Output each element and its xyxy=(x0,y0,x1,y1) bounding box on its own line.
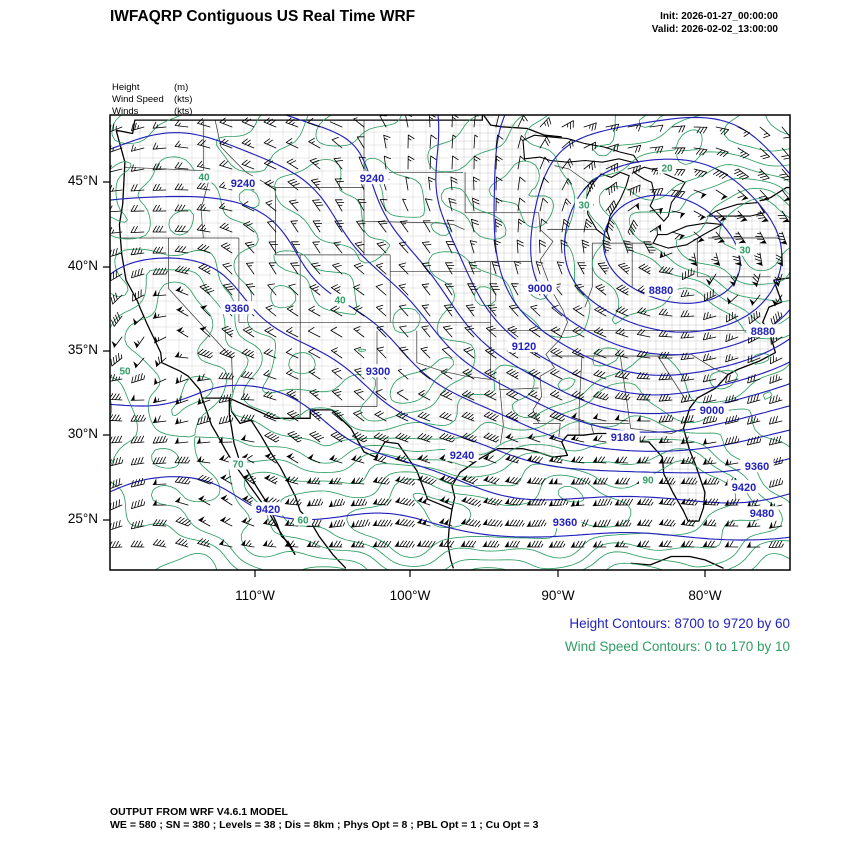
axis-ticks xyxy=(103,181,706,577)
map-layers: 20 40 30 50 40 60 90 70 30 9240 9240 9360 9000 8880 88… xyxy=(110,115,790,570)
contour-label: 8880 xyxy=(644,283,678,297)
svg-text:8880: 8880 xyxy=(649,285,673,297)
contour-label: 9000 xyxy=(695,403,729,417)
legend-row-windspeed: Wind Speed (kts) xyxy=(112,94,192,106)
svg-text:9300: 9300 xyxy=(366,366,390,378)
footer-config-line: WE = 580 ; SN = 380 ; Levels = 38 ; Dis … xyxy=(110,819,539,831)
svg-text:8880: 8880 xyxy=(751,326,775,338)
contour-label: 60 xyxy=(293,513,313,527)
svg-text:9000: 9000 xyxy=(528,283,552,295)
contour-label: 9180 xyxy=(606,430,640,444)
contour-label: 9000 xyxy=(523,281,557,295)
legend-row-height: Height (m) xyxy=(112,82,192,94)
contour-label: 30 xyxy=(574,198,594,212)
footer-block: OUTPUT FROM WRF V4.6.1 MODEL WE = 580 ; … xyxy=(110,806,538,832)
wind-speed-contours xyxy=(110,115,790,570)
svg-text:9240: 9240 xyxy=(450,450,474,462)
wind-contour-caption: Wind Speed Contours: 0 to 170 by 10 xyxy=(564,639,790,654)
contour-label: 9420 xyxy=(251,502,285,516)
map-frame xyxy=(109,114,791,571)
init-valid-block: Init: 2026-01-27_00:00:00 Valid: 2026-02… xyxy=(652,10,778,36)
svg-text:50: 50 xyxy=(119,367,131,378)
weather-map-svg: 20 40 30 50 40 60 90 70 30 9240 9240 9360 9000 8880 88… xyxy=(103,114,791,577)
county-texture xyxy=(116,115,790,522)
contour-label: 9360 xyxy=(548,515,582,529)
height-contour-caption: Height Contours: 8700 to 9720 by 60 xyxy=(569,616,790,631)
lon-tick-label: 110°W xyxy=(235,588,275,603)
svg-text:60: 60 xyxy=(297,516,309,527)
svg-text:90: 90 xyxy=(642,476,654,487)
contour-label: 8880 xyxy=(746,324,780,338)
contour-label: 40 xyxy=(194,170,214,184)
svg-text:9480: 9480 xyxy=(750,508,774,520)
lat-tick-label: 30°N xyxy=(67,426,98,441)
contour-label: 9480 xyxy=(745,506,779,520)
legend-windspeed-name: Wind Speed xyxy=(112,94,164,105)
svg-text:9240: 9240 xyxy=(360,173,384,185)
legend-height-name: Height xyxy=(112,82,140,93)
legend-block: Height (m) Wind Speed (kts) Winds (kts) xyxy=(112,82,192,118)
map-area: 20 40 30 50 40 60 90 70 30 9240 9240 9360 9000 8880 88… xyxy=(100,105,800,580)
svg-text:9240: 9240 xyxy=(231,178,255,190)
contour-label: 40 xyxy=(330,293,350,307)
height-contours xyxy=(110,115,790,541)
contour-label: 9300 xyxy=(361,364,395,378)
contour-label: 90 xyxy=(638,473,658,487)
svg-text:9360: 9360 xyxy=(225,303,249,315)
contour-label: 9240 xyxy=(445,448,479,462)
lon-tick-label: 90°W xyxy=(541,588,575,603)
contour-label: 20 xyxy=(657,161,677,175)
svg-text:9360: 9360 xyxy=(745,461,769,473)
svg-text:9360: 9360 xyxy=(553,517,577,529)
contour-label: 30 xyxy=(735,243,755,257)
contour-label: 9120 xyxy=(507,339,541,353)
lat-tick-label: 45°N xyxy=(67,173,98,188)
legend-winds-name: Winds xyxy=(112,106,139,117)
lon-tick-label: 100°W xyxy=(389,588,431,603)
contour-label: 9240 xyxy=(226,176,260,190)
lat-tick-label: 25°N xyxy=(67,511,98,526)
legend-height-unit: (m) xyxy=(174,82,189,93)
svg-text:40: 40 xyxy=(198,173,210,184)
lon-tick-label: 80°W xyxy=(688,588,722,603)
lat-tick-label: 35°N xyxy=(67,342,98,357)
init-time: Init: 2026-01-27_00:00:00 xyxy=(660,11,778,22)
contour-label: 70 xyxy=(228,457,248,471)
svg-text:9180: 9180 xyxy=(611,432,635,444)
svg-text:9420: 9420 xyxy=(256,504,280,516)
contour-label: 9240 xyxy=(355,171,389,185)
page-title: IWFAQRP Contiguous US Real Time WRF xyxy=(110,8,416,25)
svg-text:40: 40 xyxy=(334,296,346,307)
svg-text:30: 30 xyxy=(578,201,590,212)
valid-time: Valid: 2026-02-02_13:00:00 xyxy=(651,24,778,35)
lat-tick-label: 40°N xyxy=(67,258,98,273)
svg-text:9420: 9420 xyxy=(732,482,756,494)
svg-text:30: 30 xyxy=(739,246,751,257)
contour-label: 9360 xyxy=(220,301,254,315)
contour-label: 50 xyxy=(115,364,135,378)
contour-label: 9360 xyxy=(740,459,774,473)
svg-text:20: 20 xyxy=(661,164,673,175)
legend-winds-unit: (kts) xyxy=(174,106,193,117)
svg-text:9000: 9000 xyxy=(700,405,724,417)
footer-model-line: OUTPUT FROM WRF V4.6.1 MODEL xyxy=(110,806,288,818)
legend-row-winds: Winds (kts) xyxy=(112,106,192,118)
svg-text:70: 70 xyxy=(232,460,244,471)
svg-text:9120: 9120 xyxy=(512,341,536,353)
wind-barb-flags xyxy=(111,193,790,548)
legend-windspeed-unit: (kts) xyxy=(174,94,193,105)
contour-label: 9420 xyxy=(727,480,761,494)
